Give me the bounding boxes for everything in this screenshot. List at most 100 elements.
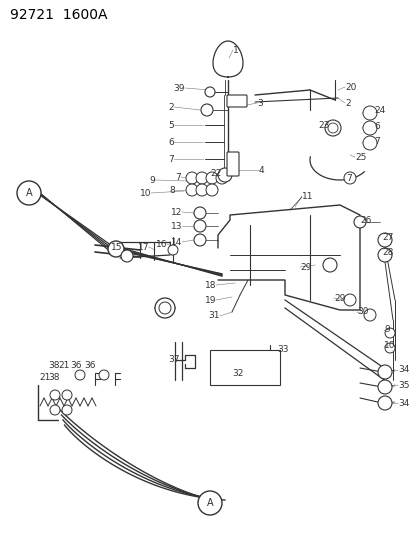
- Text: 10: 10: [139, 189, 151, 198]
- Circle shape: [218, 168, 231, 182]
- Circle shape: [99, 370, 109, 380]
- Circle shape: [17, 181, 41, 205]
- Text: 7: 7: [345, 174, 351, 182]
- FancyBboxPatch shape: [226, 95, 247, 107]
- Text: 35: 35: [397, 381, 408, 390]
- Circle shape: [362, 106, 376, 120]
- Text: 92721  1600A: 92721 1600A: [10, 8, 107, 22]
- Circle shape: [62, 390, 72, 400]
- Text: 30: 30: [356, 308, 368, 317]
- Circle shape: [201, 104, 212, 116]
- Circle shape: [343, 172, 355, 184]
- Text: 4: 4: [259, 166, 264, 174]
- Text: 29: 29: [299, 262, 311, 271]
- Text: 21: 21: [59, 360, 70, 369]
- Text: 1: 1: [233, 45, 238, 54]
- Text: 36: 36: [70, 360, 82, 369]
- Text: 25: 25: [354, 152, 366, 161]
- Circle shape: [377, 396, 391, 410]
- Circle shape: [377, 248, 391, 262]
- Circle shape: [108, 241, 124, 257]
- Text: 19: 19: [204, 295, 216, 304]
- Text: 23: 23: [318, 120, 329, 130]
- Circle shape: [377, 380, 391, 394]
- Text: 13: 13: [170, 222, 182, 230]
- Circle shape: [50, 390, 60, 400]
- Circle shape: [206, 184, 218, 196]
- Circle shape: [195, 184, 207, 196]
- Circle shape: [324, 120, 340, 136]
- Text: 7: 7: [175, 173, 180, 182]
- Text: 17: 17: [137, 243, 149, 252]
- Text: 15: 15: [110, 243, 122, 252]
- Circle shape: [62, 405, 72, 415]
- Text: A: A: [26, 188, 32, 198]
- Text: 29: 29: [333, 294, 344, 303]
- Circle shape: [384, 328, 394, 338]
- Text: 6: 6: [168, 138, 173, 147]
- Text: 32: 32: [231, 368, 243, 377]
- FancyBboxPatch shape: [226, 152, 238, 176]
- Circle shape: [75, 370, 85, 380]
- Text: 6: 6: [373, 122, 379, 131]
- Text: 37: 37: [168, 356, 179, 365]
- Text: 18: 18: [204, 280, 216, 289]
- Text: 8: 8: [169, 185, 175, 195]
- Text: 21: 21: [40, 374, 51, 383]
- Text: 7: 7: [373, 136, 379, 146]
- Text: 28: 28: [381, 247, 392, 256]
- Text: 11: 11: [301, 191, 313, 200]
- Text: 2: 2: [344, 99, 350, 108]
- Circle shape: [377, 233, 391, 247]
- Circle shape: [154, 298, 175, 318]
- Text: A: A: [206, 498, 213, 508]
- Circle shape: [206, 172, 218, 184]
- Circle shape: [327, 123, 337, 133]
- Text: 33: 33: [276, 345, 288, 354]
- Circle shape: [363, 309, 375, 321]
- Text: 38: 38: [48, 360, 60, 369]
- Circle shape: [197, 491, 221, 515]
- Text: 24: 24: [373, 106, 385, 115]
- Circle shape: [216, 172, 228, 184]
- Circle shape: [194, 207, 206, 219]
- Text: 7: 7: [168, 155, 173, 164]
- Circle shape: [204, 87, 214, 97]
- Text: 3: 3: [256, 99, 262, 108]
- Text: 39: 39: [173, 84, 185, 93]
- Text: 34: 34: [397, 399, 408, 408]
- Text: 22: 22: [210, 168, 221, 177]
- Text: 20: 20: [344, 83, 356, 92]
- Circle shape: [121, 250, 133, 262]
- Circle shape: [362, 136, 376, 150]
- Circle shape: [159, 302, 171, 314]
- Circle shape: [194, 220, 206, 232]
- Circle shape: [50, 405, 60, 415]
- Text: 36: 36: [84, 360, 96, 369]
- Text: 12: 12: [170, 207, 182, 216]
- Circle shape: [377, 365, 391, 379]
- Text: 26: 26: [359, 215, 370, 224]
- Text: 16: 16: [155, 239, 166, 248]
- Circle shape: [384, 343, 394, 353]
- Circle shape: [195, 172, 207, 184]
- Circle shape: [185, 172, 197, 184]
- Circle shape: [353, 216, 365, 228]
- Text: 10: 10: [383, 342, 394, 351]
- Text: 5: 5: [168, 120, 173, 130]
- Bar: [209, 350, 279, 385]
- Circle shape: [322, 258, 336, 272]
- Circle shape: [194, 234, 206, 246]
- Text: 27: 27: [381, 232, 392, 241]
- Text: 9: 9: [383, 326, 389, 335]
- Text: 2: 2: [168, 102, 173, 111]
- Circle shape: [185, 184, 197, 196]
- Text: 31: 31: [208, 311, 219, 320]
- Circle shape: [343, 294, 355, 306]
- Text: 14: 14: [170, 238, 182, 246]
- Text: 9: 9: [149, 175, 154, 184]
- Circle shape: [168, 245, 178, 255]
- Text: 38: 38: [48, 374, 60, 383]
- Circle shape: [362, 121, 376, 135]
- Text: 34: 34: [397, 366, 408, 375]
